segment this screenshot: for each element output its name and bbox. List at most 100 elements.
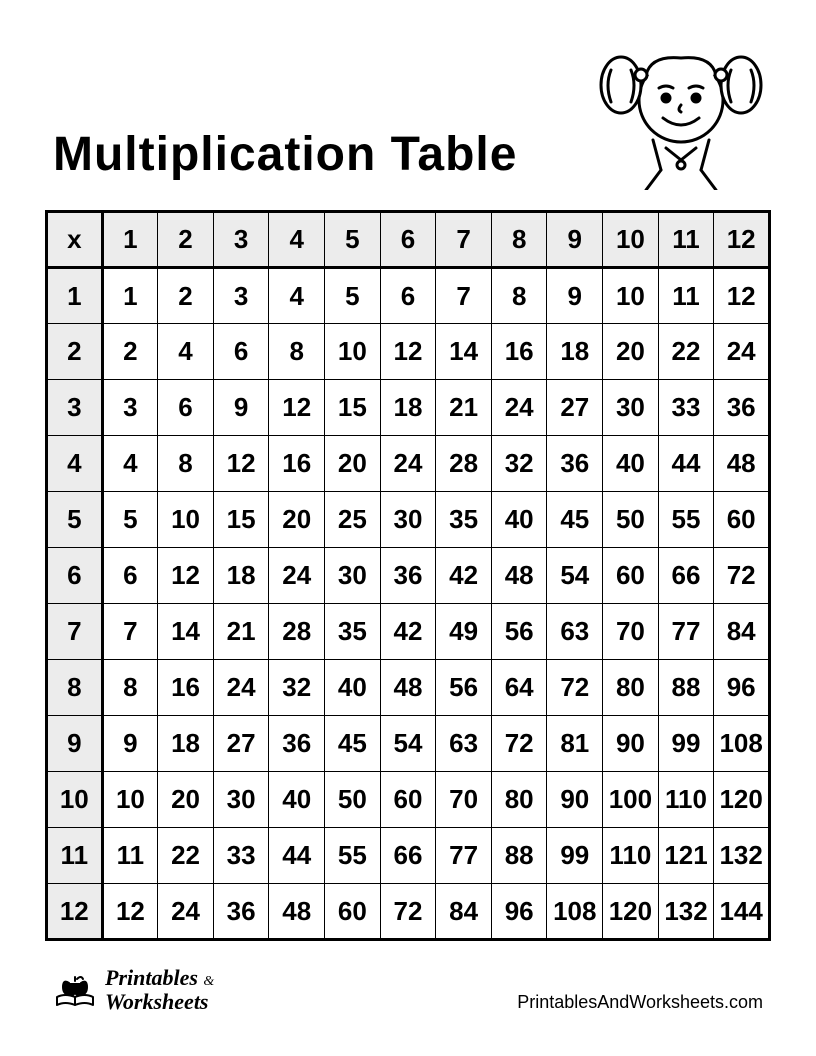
row-header: 10 [47,772,103,828]
table-cell: 30 [603,380,659,436]
table-cell: 40 [491,492,547,548]
table-cell: 60 [603,548,659,604]
table-cell: 30 [325,548,381,604]
table-cell: 16 [491,324,547,380]
table-cell: 7 [102,604,158,660]
table-cell: 27 [547,380,603,436]
table-cell: 2 [158,268,214,324]
table-cell: 40 [269,772,325,828]
table-cell: 6 [158,380,214,436]
table-cell: 36 [547,436,603,492]
table-cell: 72 [380,884,436,940]
table-cell: 36 [269,716,325,772]
table-row: 3369121518212427303336 [47,380,770,436]
row-header: 7 [47,604,103,660]
table-cell: 99 [658,716,714,772]
table-cell: 33 [658,380,714,436]
table-cell: 70 [436,772,492,828]
table-cell: 24 [714,324,770,380]
table-cell: 20 [158,772,214,828]
table-cell: 54 [547,548,603,604]
table-cell: 36 [213,884,269,940]
table-cell: 12 [269,380,325,436]
footer: Printables & Worksheets PrintablesAndWor… [45,966,771,1013]
table-cell: 18 [213,548,269,604]
row-header: 8 [47,660,103,716]
table-cell: 96 [491,884,547,940]
table-cell: 88 [491,828,547,884]
table-cell: 80 [491,772,547,828]
table-row: 11112233445566778899110121132 [47,828,770,884]
table-cell: 132 [714,828,770,884]
col-header: 2 [158,212,214,268]
table-cell: 24 [380,436,436,492]
table-cell: 63 [436,716,492,772]
table-cell: 25 [325,492,381,548]
table-row: 1123456789101112 [47,268,770,324]
table-cell: 144 [714,884,770,940]
table-cell: 16 [158,660,214,716]
table-row: 771421283542495663707784 [47,604,770,660]
table-cell: 32 [491,436,547,492]
table-cell: 70 [603,604,659,660]
table-cell: 28 [269,604,325,660]
apple-book-icon [53,967,97,1011]
row-header: 9 [47,716,103,772]
table-cell: 45 [325,716,381,772]
table-row: 10102030405060708090100110120 [47,772,770,828]
row-header: 2 [47,324,103,380]
col-header: 6 [380,212,436,268]
table-row: 9918273645546372819099108 [47,716,770,772]
table-row: 44812162024283236404448 [47,436,770,492]
table-cell: 11 [658,268,714,324]
table-cell: 50 [603,492,659,548]
table-row: 661218243036424854606672 [47,548,770,604]
worksheet-page: Multiplication Table [0,0,816,1056]
table-cell: 21 [213,604,269,660]
table-cell: 42 [436,548,492,604]
table-cell: 35 [436,492,492,548]
col-header: 5 [325,212,381,268]
girl-icon [591,30,771,190]
table-cell: 20 [603,324,659,380]
row-header: 3 [47,380,103,436]
table-cell: 2 [102,324,158,380]
table-cell: 72 [547,660,603,716]
table-cell: 3 [213,268,269,324]
table-cell: 32 [269,660,325,716]
table-cell: 8 [158,436,214,492]
table-cell: 90 [603,716,659,772]
table-cell: 96 [714,660,770,716]
col-header: 8 [491,212,547,268]
table-cell: 56 [491,604,547,660]
col-header: 1 [102,212,158,268]
table-cell: 48 [491,548,547,604]
table-cell: 60 [380,772,436,828]
table-cell: 45 [547,492,603,548]
table-cell: 72 [491,716,547,772]
table-cell: 63 [547,604,603,660]
table-cell: 14 [436,324,492,380]
table-row: 551015202530354045505560 [47,492,770,548]
table-cell: 121 [658,828,714,884]
site-url: PrintablesAndWorksheets.com [517,992,763,1013]
table-cell: 9 [547,268,603,324]
table-cell: 18 [380,380,436,436]
multiplication-table: x123456789101112 11234567891011122246810… [45,210,771,941]
table-cell: 55 [325,828,381,884]
table-cell: 84 [714,604,770,660]
table-cell: 9 [102,716,158,772]
table-cell: 60 [714,492,770,548]
brand-logo: Printables & Worksheets [53,966,214,1013]
table-cell: 12 [102,884,158,940]
table-body: 1123456789101112224681012141618202224336… [47,268,770,940]
table-cell: 88 [658,660,714,716]
table-corner-cell: x [47,212,103,268]
table-cell: 110 [603,828,659,884]
table-cell: 77 [658,604,714,660]
table-cell: 1 [102,268,158,324]
row-header: 4 [47,436,103,492]
table-cell: 8 [269,324,325,380]
table-cell: 4 [158,324,214,380]
table-cell: 49 [436,604,492,660]
